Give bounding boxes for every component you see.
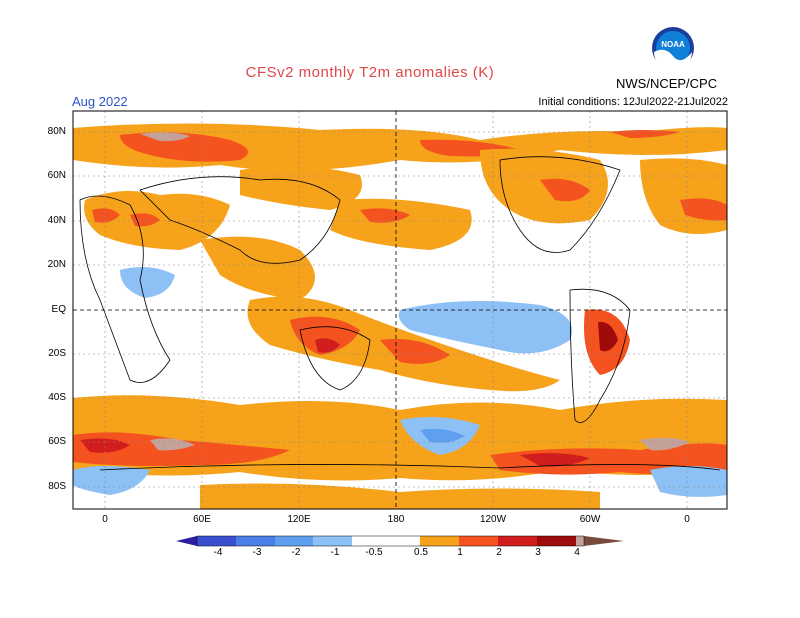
colorbar-label: 0.5 [414, 547, 428, 558]
colorbar [176, 535, 624, 547]
lat-label-40n: 40N [47, 215, 66, 226]
lat-label-80s: 80S [48, 481, 66, 492]
colorbar-swatch-8 [459, 536, 498, 546]
lon-label-180: 180 [387, 514, 405, 525]
colorbar-swatch-9 [498, 536, 537, 546]
colorbar-swatch-5 [313, 536, 352, 546]
colorbar-label: -2 [291, 547, 301, 558]
lat-label-60s: 60S [48, 436, 66, 447]
coastlines [79, 156, 721, 471]
colorbar-swatch-11 [576, 536, 584, 546]
colorbar-label: -4 [213, 547, 223, 558]
lat-label-eq: EQ [51, 304, 66, 315]
forecast-month: Aug 2022 [72, 94, 128, 109]
agency-label: NWS/NCEP/CPC [616, 76, 718, 91]
colorbar-swatch-3 [236, 536, 275, 546]
map-title: CFSv2 monthly T2m anomalies (K) [245, 64, 495, 81]
colorbar-swatch-6 [352, 536, 420, 546]
colorbar-label: -0.5 [365, 547, 383, 558]
logo-text: NOAA [661, 40, 685, 49]
lat-label-40s: 40S [48, 392, 66, 403]
lat-label-80n: 80N [47, 126, 66, 137]
lon-label-120e: 120E [287, 514, 311, 525]
equator-dateline [73, 111, 727, 509]
colorbar-swatch-10 [537, 536, 576, 546]
colorbar-swatch-2 [197, 536, 236, 546]
lat-label-60n: 60N [47, 170, 66, 181]
lon-label-0: 0 [102, 514, 108, 525]
lon-label-60w: 60W [579, 514, 601, 525]
colorbar-label: -3 [252, 547, 262, 558]
colorbar-label: 1 [457, 547, 463, 558]
colorbar-label: 2 [496, 547, 502, 558]
lat-label-20n: 20N [47, 259, 66, 270]
colorbar-label: 3 [535, 547, 541, 558]
map-frame [72, 110, 728, 510]
noaa-logo-icon: NOAA [652, 27, 694, 70]
initial-conditions: Initial conditions: 12Jul2022-21Jul2022 [538, 96, 728, 108]
lon-label-0-east: 0 [684, 514, 690, 525]
colorbar-swatch-12 [584, 536, 624, 546]
gridlines [73, 111, 727, 509]
lon-label-60e: 60E [193, 514, 211, 525]
colorbar-swatch-4 [275, 536, 313, 546]
colorbar-swatch-1 [176, 536, 197, 546]
lon-label-120w: 120W [479, 514, 507, 525]
colorbar-label: -1 [330, 547, 340, 558]
lat-label-20s: 20S [48, 348, 66, 359]
colorbar-swatch-7 [420, 536, 459, 546]
colorbar-label: 4 [574, 547, 580, 558]
anomaly-field [73, 111, 727, 509]
